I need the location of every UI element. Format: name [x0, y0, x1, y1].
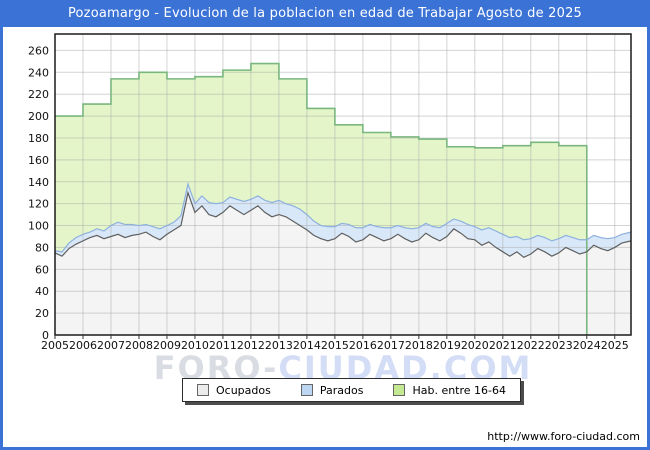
x-axis-label: 2007: [97, 339, 125, 352]
x-axis-label: 2016: [349, 339, 377, 352]
habitantes-line: [55, 62, 588, 335]
x-axis-label: 2023: [545, 339, 573, 352]
legend-swatch: [393, 384, 406, 396]
x-axis-label: 2021: [489, 339, 517, 352]
legend-label: Hab. entre 16-64: [412, 383, 507, 397]
legend-swatch: [300, 384, 313, 396]
x-axis-label: 2015: [321, 339, 349, 352]
x-axis-label: 2013: [265, 339, 293, 352]
x-axis-label: 2020: [461, 339, 489, 352]
y-axis-label: 260: [28, 44, 49, 57]
legend-swatch: [197, 384, 209, 396]
plot-border: [54, 33, 632, 336]
y-axis-label: 200: [28, 110, 49, 123]
x-axis-label: 2006: [69, 339, 97, 352]
ocupados-line: [54, 190, 632, 258]
y-axis-label: 140: [28, 176, 49, 189]
x-axis-label: 2008: [125, 339, 153, 352]
y-axis-label: 40: [35, 285, 49, 298]
x-axis-label: 2012: [237, 339, 265, 352]
site-url[interactable]: http://www.foro-ciudad.com: [487, 430, 640, 443]
x-axis-label: 2025: [601, 339, 629, 352]
y-axis-label: 160: [28, 154, 49, 167]
x-axis-label: 2014: [293, 339, 321, 352]
legend-label: Ocupados: [216, 383, 271, 397]
page-title: Pozoamargo - Evolucion de la poblacion e…: [67, 6, 583, 21]
y-axis-label: 100: [28, 220, 49, 233]
x-axis-label: 2011: [209, 339, 237, 352]
y-axis-label: 0: [42, 329, 49, 342]
legend-item-1: Parados: [300, 383, 364, 397]
x-axis-label: 2018: [405, 339, 433, 352]
y-axis-label: 20: [35, 307, 49, 320]
x-axis-label: 2005: [41, 339, 69, 352]
legend-item-2: Hab. entre 16-64: [393, 384, 506, 397]
x-axis-label: 2010: [181, 339, 209, 352]
x-axis-label: 2017: [377, 339, 405, 352]
title-bar: Pozoamargo - Evolucion de la poblacion e…: [0, 0, 650, 27]
y-axis-label: 240: [28, 66, 49, 79]
y-axis-label: 180: [28, 132, 49, 145]
parados-line: [54, 181, 632, 253]
y-axis-label: 120: [28, 198, 49, 211]
y-axis-label: 60: [35, 263, 49, 276]
y-axis-label: 80: [35, 241, 49, 254]
ocupados-area: [55, 192, 631, 335]
legend-label: Parados: [319, 383, 364, 397]
x-axis-label: 2022: [517, 339, 545, 352]
x-axis-label: 2009: [153, 339, 181, 352]
legend: Ocupados Parados Hab. entre 16-64: [182, 378, 522, 402]
x-axis-label: 2024: [573, 339, 601, 352]
x-axis-label: 2019: [433, 339, 461, 352]
y-axis-label: 220: [28, 88, 49, 101]
legend-item-0: Ocupados: [197, 384, 271, 397]
